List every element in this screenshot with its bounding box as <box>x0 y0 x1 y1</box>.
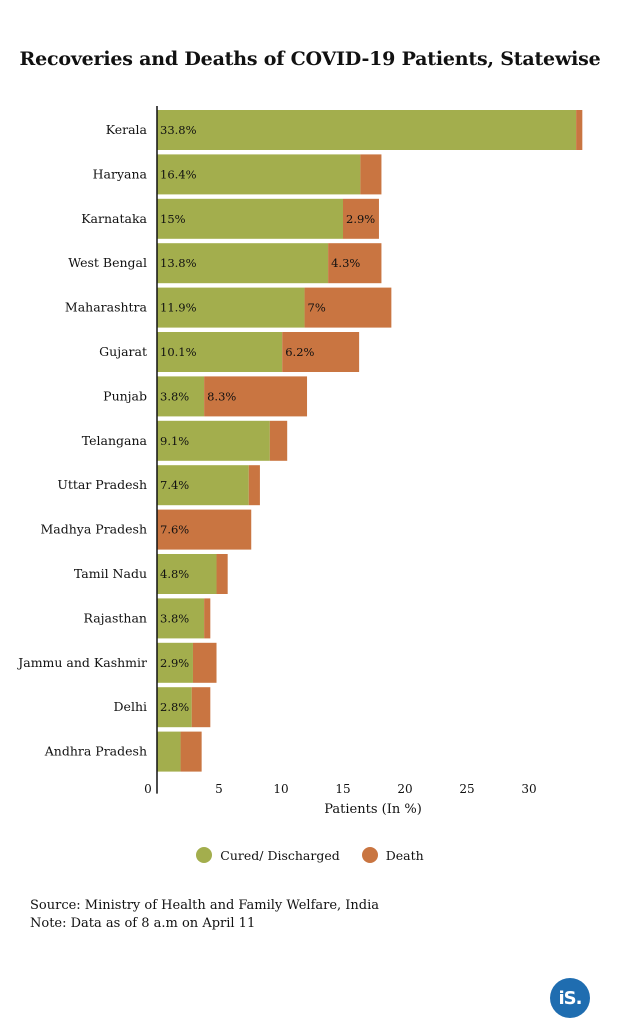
note-line: Note: Data as of 8 a.m on April 11 <box>30 916 256 931</box>
category-label-punjab: Punjab <box>103 388 147 403</box>
x-tick-label-10: 10 <box>273 782 288 796</box>
chart-title: Recoveries and Deaths of COVID-19 Patien… <box>19 48 601 70</box>
data-label-cured-karnataka: 15% <box>160 212 186 226</box>
category-label-madhya-pradesh: Madhya Pradesh <box>41 522 148 537</box>
bar-death-andhra-pradesh <box>180 731 202 772</box>
bar-cured-kerala <box>157 110 577 150</box>
bar-cured-andhra-pradesh <box>157 731 181 772</box>
bar-chart: Kerala 33.8% Haryana 16.4% Karnataka 15% 2.9% W… <box>16 106 583 817</box>
bar-cured-telangana <box>157 420 270 461</box>
bar-cured-karnataka <box>157 198 343 239</box>
bar-death-maharashtra <box>304 287 392 328</box>
legend-item-cured: Cured/ Discharged <box>196 847 340 863</box>
bar-death-rajasthan <box>204 598 211 639</box>
category-label-haryana: Haryana <box>93 166 148 181</box>
brand-logo: iS. <box>550 978 590 1018</box>
category-label-karnataka: Karnataka <box>81 211 147 226</box>
bar-death-telangana <box>269 420 288 461</box>
data-label-death-west-bengal: 4.3% <box>331 256 360 270</box>
legend-swatch-death <box>361 847 378 863</box>
category-label-rajasthan: Rajasthan <box>84 610 147 625</box>
bar-cured-tamil-nadu <box>157 554 217 594</box>
bar-cured-west-bengal <box>157 243 329 284</box>
data-label-cured-kerala: 33.8% <box>160 123 197 137</box>
category-label-jammu-and-kashmir: Jammu and Kashmir <box>16 655 147 670</box>
data-label-cured-haryana: 16.4% <box>160 167 197 181</box>
category-label-delhi: Delhi <box>114 699 147 714</box>
x-axis-title: Patients (In %) <box>324 802 422 817</box>
x-tick-label-0: 0 <box>144 782 152 796</box>
category-label-kerala: Kerala <box>106 122 148 137</box>
data-label-cured-telangana: 9.1% <box>160 434 189 448</box>
bar-death-gujarat <box>282 332 360 372</box>
data-label-death-maharashtra: 7% <box>308 301 326 315</box>
bar-death-uttar-pradesh <box>248 465 260 506</box>
bar-death-haryana <box>360 154 382 195</box>
data-label-cured-maharashtra: 11.9% <box>160 301 197 315</box>
data-label-cured-rajasthan: 3.8% <box>160 611 189 625</box>
category-label-west-bengal: West Bengal <box>68 255 147 270</box>
data-label-cured-uttar-pradesh: 7.4% <box>160 478 189 492</box>
data-label-cured-jammu-and-kashmir: 2.9% <box>160 656 189 670</box>
legend-label-cured: Cured/ Discharged <box>220 847 340 863</box>
category-label-maharashtra: Maharashtra <box>65 300 148 315</box>
source-line: Source: Ministry of Health and Family We… <box>30 898 380 913</box>
x-tick-label-5: 5 <box>215 782 223 796</box>
bar-death-delhi <box>191 687 211 728</box>
bar-cured-jammu-and-kashmir <box>157 642 193 683</box>
legend-item-death: Death <box>361 847 424 863</box>
legend: Cured/ Discharged Death <box>0 847 620 863</box>
x-tick-label-25: 25 <box>459 782 474 796</box>
data-label-death-madhya-pradesh: 7.6% <box>160 523 189 537</box>
category-label-andhra-pradesh: Andhra Pradesh <box>44 744 147 759</box>
bar-death-jammu-and-kashmir <box>192 642 217 683</box>
x-tick-label-15: 15 <box>335 782 350 796</box>
bar-cured-maharashtra <box>157 287 305 328</box>
data-label-cured-west-bengal: 13.8% <box>160 256 197 270</box>
source-notes: Source: Ministry of Health and Family We… <box>30 897 379 933</box>
bar-cured-haryana <box>157 154 361 195</box>
category-label-uttar-pradesh: Uttar Pradesh <box>57 477 147 492</box>
bar-death-madhya-pradesh <box>157 509 252 550</box>
bar-cured-delhi <box>157 687 192 728</box>
bar-cured-gujarat <box>157 332 283 372</box>
data-label-death-gujarat: 6.2% <box>285 345 314 359</box>
category-label-tamil-nadu: Tamil Nadu <box>74 566 147 581</box>
data-label-death-punjab: 8.3% <box>207 389 236 403</box>
bar-death-kerala <box>576 110 583 150</box>
bar-death-punjab <box>204 376 308 417</box>
legend-label-death: Death <box>385 847 424 863</box>
data-label-cured-delhi: 2.8% <box>160 700 189 714</box>
data-label-cured-gujarat: 10.1% <box>160 345 197 359</box>
data-label-cured-tamil-nadu: 4.8% <box>160 567 189 581</box>
x-tick-label-20: 20 <box>397 782 412 796</box>
legend-swatch-cured <box>196 847 213 863</box>
bar-death-west-bengal <box>328 243 382 284</box>
bar-death-karnataka <box>343 198 379 239</box>
category-label-telangana: Telangana <box>82 433 148 448</box>
bar-cured-uttar-pradesh <box>157 465 249 506</box>
x-tick-label-30: 30 <box>521 782 536 796</box>
data-label-death-karnataka: 2.9% <box>346 212 375 226</box>
bar-death-tamil-nadu <box>216 554 228 594</box>
bar-cured-rajasthan <box>157 598 205 639</box>
bar-cured-punjab <box>157 376 205 417</box>
category-label-gujarat: Gujarat <box>99 344 147 359</box>
data-label-cured-punjab: 3.8% <box>160 389 189 403</box>
